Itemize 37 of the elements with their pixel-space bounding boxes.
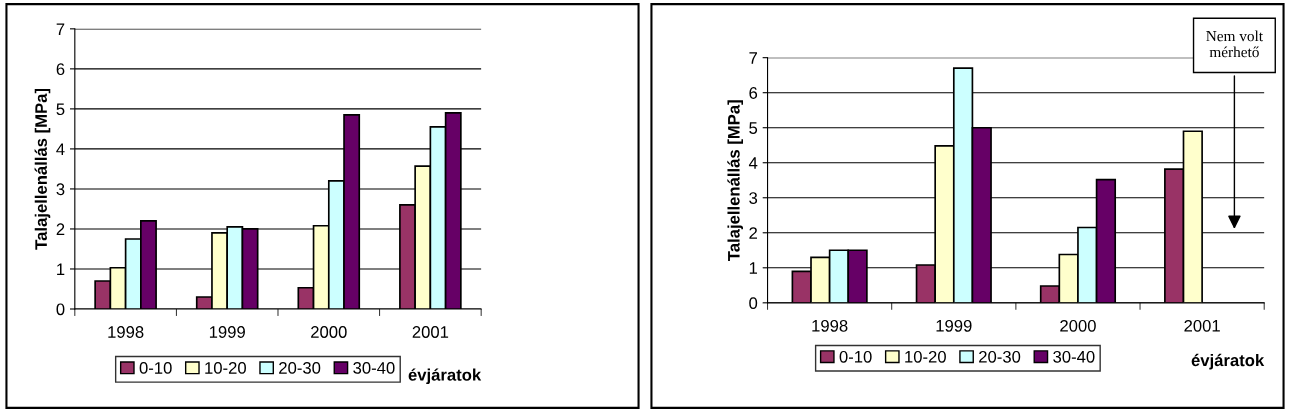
legend-label: 30-40 [1053, 350, 1095, 363]
y-tick-label: 3 [56, 183, 65, 196]
y-axis-title: Talajellenállás [MPa] [727, 100, 743, 261]
legend-label: 0-10 [139, 362, 172, 374]
y-tick-label: 0 [749, 297, 758, 310]
y-tick-label: 4 [56, 143, 65, 155]
x-tick-label: 2000 [311, 326, 347, 338]
y-tick-label: 3 [749, 192, 758, 204]
y-tick-label: 4 [748, 157, 758, 169]
legend-label: 10-20 [905, 350, 946, 363]
y-tick-label: 1 [57, 263, 65, 276]
legend-label: 0-10 [839, 350, 872, 363]
y-tick-label: 2 [56, 223, 65, 235]
x-tick-label: 1999 [209, 326, 245, 338]
text: Nem volt mérhető [1206, 30, 1263, 58]
legend-label: 30-40 [353, 362, 395, 374]
x-tick-label: 2000 [1060, 319, 1096, 332]
y-tick-label: 5 [749, 122, 758, 134]
y-tick-label: 7 [749, 52, 757, 64]
y-tick-label: 1 [749, 262, 758, 274]
y-tick-label: 5 [56, 103, 65, 116]
y-tick-label: 2 [749, 227, 757, 239]
y-axis-title: Talajellenállás [MPa] [34, 88, 51, 250]
x-tick-label: 2001 [1184, 319, 1220, 332]
x-tick-label: 1998 [108, 326, 144, 338]
y-tick-label: 6 [749, 87, 758, 99]
legend-label: 20-30 [979, 350, 1021, 363]
x-axis-title: évjáratok [1191, 353, 1265, 370]
y-tick-label: 7 [56, 23, 65, 35]
y-tick-label: 6 [56, 63, 65, 76]
legend-label: 10-20 [205, 362, 246, 374]
x-tick-label: 1999 [936, 319, 972, 332]
x-axis-title: évjáratok [408, 368, 482, 385]
x-tick-label: 2001 [412, 326, 449, 338]
y-tick-label: 0 [56, 303, 65, 316]
legend-label: 20-30 [279, 362, 321, 374]
x-tick-label: 1998 [812, 319, 848, 332]
